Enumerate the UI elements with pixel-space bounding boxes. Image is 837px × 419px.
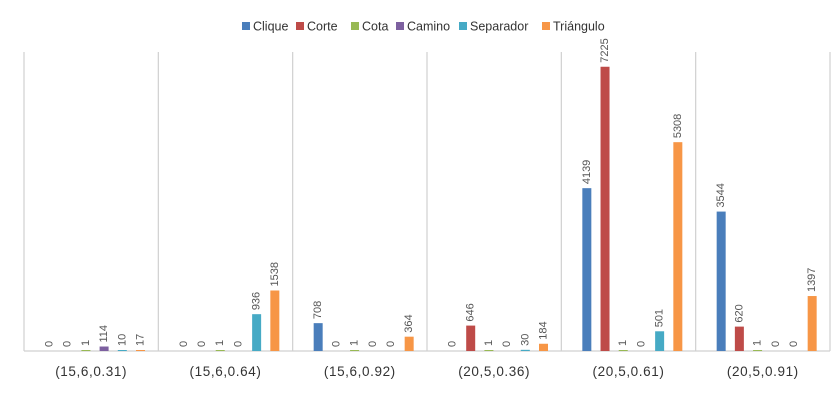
bar-cota-20-5-0-36	[484, 350, 494, 351]
data-label-cota-20-5-0-36: 1	[483, 340, 495, 346]
legend-swatch-clique	[242, 22, 250, 30]
bar-cota-20-5-0-61	[618, 350, 628, 351]
legend-swatch-corte	[296, 22, 304, 30]
data-label-camino-15-6-0-31: 114	[98, 325, 110, 343]
data-label-cota-15-6-0-64: 1	[214, 340, 226, 346]
data-label-camino-15-6-0-64: 0	[232, 341, 244, 347]
data-label-camino-20-5-0-61: 0	[635, 341, 647, 347]
legend: Clique Corte Cota Camino Separador Triángulo	[242, 20, 605, 34]
bar-cota-20-5-0-91	[753, 350, 763, 351]
data-label-clique-15-6-0-92: 708	[312, 301, 324, 319]
bar-separador-15-6-0-64	[252, 314, 262, 351]
bar-triangulo-20-5-0-36	[539, 343, 548, 351]
data-label-corte-20-5-0-36: 646	[465, 303, 477, 321]
data-label-clique-20-5-0-91: 3544	[715, 183, 727, 207]
x-tick-label-15-6-0-31: (15,6,0.31)	[55, 364, 127, 379]
data-label-triangulo-15-6-0-92: 364	[403, 314, 415, 332]
data-label-clique-20-5-0-36: 0	[447, 341, 459, 347]
bar-camino-15-6-0-31	[99, 346, 109, 351]
bar-triangulo-15-6-0-64	[270, 290, 280, 351]
data-label-camino-20-5-0-36: 0	[501, 341, 513, 347]
x-tick-label-15-6-0-64: (15,6,0.64)	[190, 364, 262, 379]
data-label-separador-15-6-0-31: 10	[116, 334, 128, 346]
legend-label-camino: Camino	[407, 20, 450, 34]
data-label-triangulo-20-5-0-61: 5308	[672, 114, 684, 138]
bar-clique-20-5-0-61	[582, 188, 592, 351]
data-label-corte-20-5-0-91: 620	[733, 304, 745, 322]
x-tick-label-20-5-0-91: (20,5,0.91)	[727, 364, 799, 379]
bar-corte-20-5-0-91	[734, 326, 744, 351]
data-label-separador-15-6-0-92: 0	[385, 341, 397, 347]
data-label-triangulo-15-6-0-31: 17	[135, 334, 147, 346]
legend-label-triangulo: Triángulo	[553, 20, 605, 34]
legend-label-clique: Clique	[253, 20, 288, 34]
bar-triangulo-15-6-0-92	[404, 336, 414, 351]
x-tick-label-20-5-0-61: (20,5,0.61)	[593, 364, 665, 379]
data-label-cota-15-6-0-31: 1	[80, 340, 92, 346]
data-label-cota-15-6-0-92: 1	[349, 340, 361, 346]
data-label-separador-20-5-0-91: 0	[788, 341, 800, 347]
bar-separador-20-5-0-61	[655, 331, 665, 351]
data-label-triangulo-15-6-0-64: 1538	[269, 262, 281, 286]
data-label-separador-15-6-0-64: 936	[251, 292, 263, 310]
bar-separador-15-6-0-31	[117, 350, 127, 351]
bar-triangulo-20-5-0-61	[673, 142, 683, 351]
data-label-corte-15-6-0-92: 0	[330, 341, 342, 347]
data-label-corte-15-6-0-64: 0	[196, 341, 208, 347]
bar-cota-15-6-0-31	[81, 350, 91, 351]
data-label-triangulo-20-5-0-36: 184	[538, 321, 550, 339]
data-label-camino-20-5-0-91: 0	[770, 341, 782, 347]
x-tick-label-20-5-0-36: (20,5,0.36)	[458, 364, 530, 379]
legend-swatch-cota	[351, 22, 359, 30]
data-label-corte-20-5-0-61: 7225	[599, 38, 611, 62]
legend-swatch-separador	[459, 22, 467, 30]
legend-swatch-triangulo	[542, 22, 550, 30]
legend-label-separador: Separador	[470, 20, 528, 34]
data-label-clique-15-6-0-31: 0	[44, 341, 56, 347]
legend-label-cota: Cota	[362, 20, 388, 34]
data-label-corte-15-6-0-31: 0	[62, 341, 74, 347]
data-label-cota-20-5-0-61: 1	[617, 340, 629, 346]
data-label-clique-20-5-0-61: 4139	[581, 160, 593, 184]
bar-clique-20-5-0-91	[716, 211, 726, 351]
bar-clique-15-6-0-92	[313, 323, 323, 351]
x-tick-label-15-6-0-92: (15,6,0.92)	[324, 364, 396, 379]
bar-corte-20-5-0-61	[600, 66, 610, 351]
bar-triangulo-15-6-0-31	[136, 350, 145, 351]
bar-cota-15-6-0-64	[215, 350, 225, 351]
legend-swatch-camino	[396, 22, 404, 30]
data-label-camino-15-6-0-92: 0	[367, 341, 379, 347]
data-label-separador-20-5-0-36: 30	[519, 334, 531, 346]
data-label-separador-20-5-0-61: 501	[654, 309, 666, 327]
bar-separador-20-5-0-36	[520, 349, 530, 351]
bar-triangulo-20-5-0-91	[807, 296, 817, 351]
bar-corte-20-5-0-36	[466, 325, 476, 351]
legend-label-corte: Corte	[307, 20, 338, 34]
data-label-cota-20-5-0-91: 1	[752, 340, 764, 346]
bar-cota-15-6-0-92	[350, 350, 360, 351]
data-label-clique-15-6-0-64: 0	[178, 341, 190, 347]
data-label-triangulo-20-5-0-91: 1397	[806, 268, 818, 292]
